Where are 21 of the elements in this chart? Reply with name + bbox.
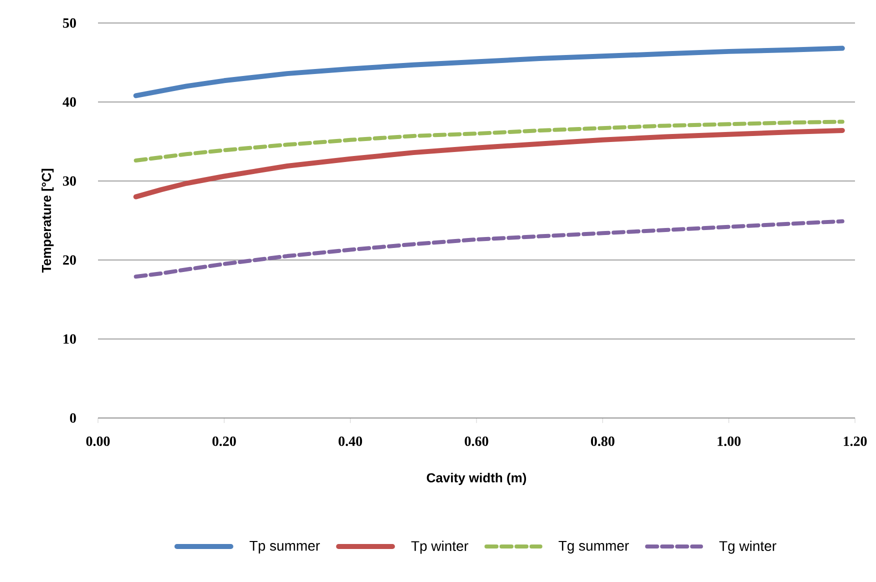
legend-label: Tg summer [558, 540, 629, 554]
line-series [134, 120, 844, 162]
x-tick-label: 0.00 [86, 436, 110, 446]
x-tick-label: 1.00 [718, 436, 741, 446]
y-tick-label: 30 [63, 176, 76, 186]
y-tick-label: 40 [62, 97, 76, 107]
y-tick-label: 20 [63, 255, 76, 265]
legend-label: Tp winter [411, 540, 468, 554]
y-tick-label: 10 [64, 334, 76, 344]
x-tick-label: 0.60 [464, 436, 488, 446]
y-tick-label: 50 [63, 18, 76, 28]
legend-label: Tg winter [719, 540, 776, 554]
y-tick-label: 0 [70, 413, 76, 423]
line-series [134, 219, 844, 279]
x-tick-label: 0.20 [212, 436, 236, 446]
x-axis-title: Cavity width (m) [426, 472, 526, 485]
legend-label: Tp summer [250, 540, 320, 554]
x-tick-label: 1.20 [844, 436, 867, 446]
x-tick-label: 0.40 [338, 436, 362, 446]
y-axis-title: Temperature [°C] [42, 168, 54, 273]
x-tick-label: 0.80 [590, 436, 614, 446]
